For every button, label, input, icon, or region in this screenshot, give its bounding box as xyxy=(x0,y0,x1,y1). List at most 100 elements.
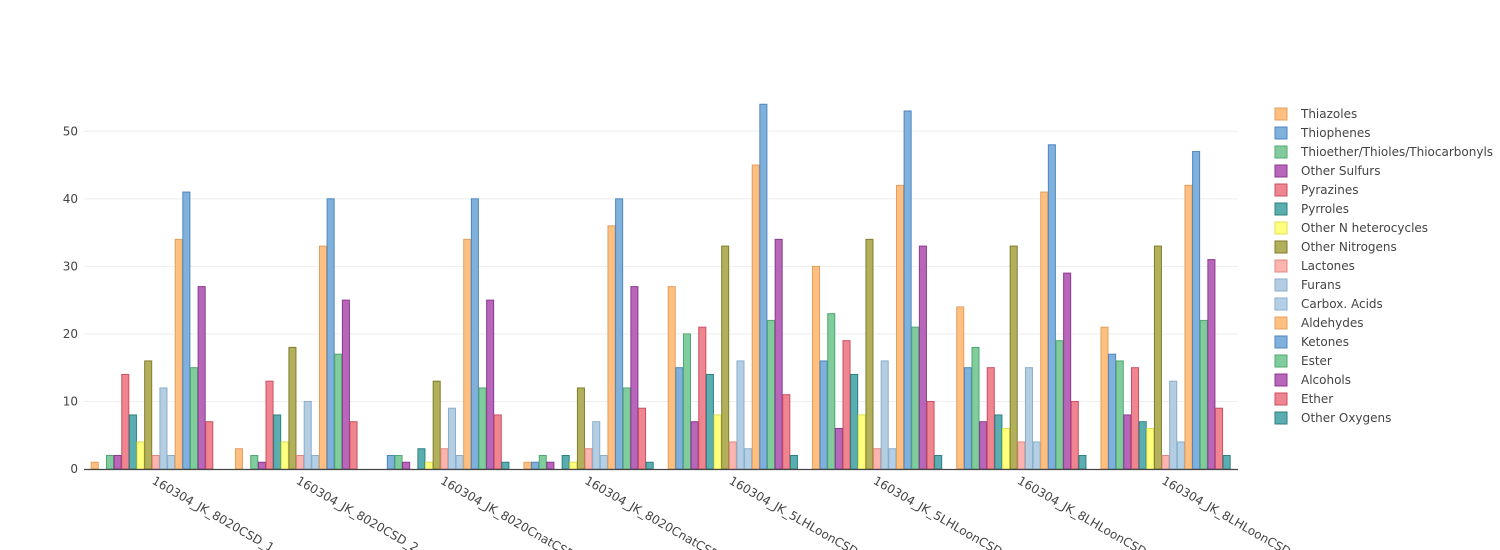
bar xyxy=(250,454,259,470)
bar xyxy=(440,448,449,470)
bar xyxy=(105,454,115,470)
legend-swatch xyxy=(1274,164,1288,178)
legend-label: Other Oxygens xyxy=(1301,411,1391,425)
bar xyxy=(234,448,244,470)
bar xyxy=(1009,245,1018,470)
bar xyxy=(926,400,935,470)
legend-label: Lactones xyxy=(1301,259,1355,273)
bar xyxy=(751,164,760,470)
bar xyxy=(296,454,305,470)
legend-swatch xyxy=(1274,354,1288,368)
bar xyxy=(766,319,776,470)
bar xyxy=(265,380,274,470)
bar xyxy=(895,184,905,470)
bar xyxy=(113,454,122,470)
bar xyxy=(303,400,312,470)
bar xyxy=(455,454,464,470)
bar xyxy=(349,421,358,470)
bar xyxy=(417,448,426,470)
bar xyxy=(341,299,350,470)
bar xyxy=(205,421,214,470)
bar xyxy=(1078,454,1087,470)
bar xyxy=(1176,441,1185,470)
bar xyxy=(538,454,547,470)
bar xyxy=(774,238,783,470)
bar xyxy=(1063,272,1072,470)
bar xyxy=(599,454,608,470)
x-tick-label: 160304_JK_8020CnatCSD_1 xyxy=(438,473,589,550)
legend-swatch xyxy=(1274,107,1288,121)
bar xyxy=(280,441,289,470)
bar xyxy=(1199,319,1208,470)
legend-label: Ester xyxy=(1301,354,1332,368)
legend-label: Pyrazines xyxy=(1301,183,1359,197)
bar xyxy=(1108,353,1117,470)
bar xyxy=(182,191,191,470)
bar xyxy=(690,421,699,470)
bar xyxy=(638,407,647,470)
bar xyxy=(979,421,988,470)
bar xyxy=(986,367,995,470)
bar xyxy=(827,313,836,470)
bar xyxy=(744,448,753,470)
x-tick-label: 160304_JK_8020CSD_2 xyxy=(294,473,421,550)
bar xyxy=(645,461,654,470)
bar xyxy=(857,414,866,470)
x-tick-label: 160304_JK_8LHLoonCSD_2 xyxy=(1159,473,1305,550)
bar xyxy=(463,238,472,470)
bar xyxy=(1040,191,1049,470)
bar xyxy=(705,373,714,470)
legend-label: Thiophenes xyxy=(1300,126,1370,140)
legend-swatch xyxy=(1274,373,1288,387)
legend-label: Aldehydes xyxy=(1301,316,1364,330)
y-tick-label: 40 xyxy=(63,192,78,206)
legend-label: Thiazoles xyxy=(1300,107,1357,121)
bar xyxy=(1215,407,1224,470)
y-tick-label: 20 xyxy=(63,327,78,341)
legend-swatch xyxy=(1274,240,1288,254)
legend-label: Ketones xyxy=(1301,335,1349,349)
bar xyxy=(334,353,343,470)
x-tick-label: 160304_JK_5LHLoonCSD_1 xyxy=(727,473,873,550)
bar xyxy=(888,448,897,470)
bar xyxy=(903,110,912,470)
legend-label: Carbox. Acids xyxy=(1301,297,1383,311)
bar xyxy=(1192,151,1201,470)
bar xyxy=(1070,400,1079,470)
bar xyxy=(880,360,889,470)
bar xyxy=(713,414,722,470)
bar xyxy=(318,245,328,470)
legend-label: Alcohols xyxy=(1301,373,1351,387)
bar xyxy=(561,454,570,470)
bar xyxy=(819,360,828,470)
bar xyxy=(1047,144,1056,470)
bar xyxy=(1032,441,1041,470)
legend-swatch xyxy=(1274,278,1288,292)
bar xyxy=(326,198,335,470)
legend-label: Other Nitrogens xyxy=(1301,240,1397,254)
bar xyxy=(1169,380,1178,470)
legend-swatch xyxy=(1274,259,1288,273)
bar xyxy=(257,461,266,470)
bar xyxy=(493,414,502,470)
bar xyxy=(311,454,320,470)
legend-label: Ether xyxy=(1301,392,1333,406)
y-tick-label: 50 xyxy=(63,124,78,138)
x-tick-label: 160304_JK_8020CnatCSD_2 xyxy=(582,473,733,550)
bar xyxy=(1222,454,1231,470)
y-tick-label: 30 xyxy=(63,259,78,273)
bar xyxy=(971,346,980,470)
bar xyxy=(144,360,153,470)
bar xyxy=(622,387,631,470)
bar xyxy=(873,448,882,470)
bar xyxy=(592,421,601,470)
y-tick-label: 10 xyxy=(63,394,78,408)
bar xyxy=(167,454,176,470)
bar xyxy=(1100,326,1109,470)
bar xyxy=(956,306,965,470)
bar xyxy=(811,265,821,470)
legend-swatch xyxy=(1274,297,1288,311)
legend-swatch xyxy=(1274,335,1288,349)
y-tick-label: 0 xyxy=(70,462,78,476)
bar xyxy=(151,454,160,470)
